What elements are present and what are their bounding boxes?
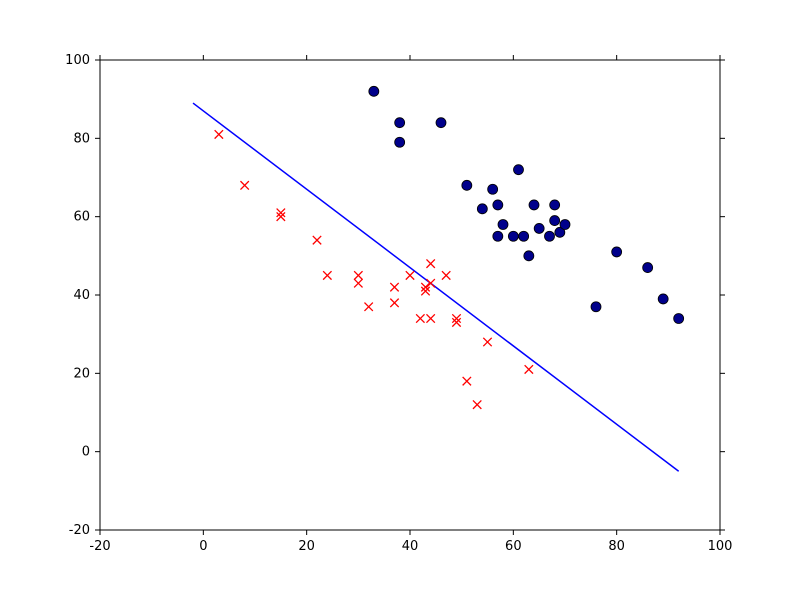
point <box>658 294 668 304</box>
series-class-b <box>215 130 533 409</box>
y-tick-label: 20 <box>73 366 90 381</box>
point <box>591 302 601 312</box>
point <box>477 204 487 214</box>
y-tick-label: -20 <box>69 523 90 538</box>
point <box>534 223 544 233</box>
point <box>560 220 570 230</box>
point <box>498 220 508 230</box>
point <box>550 216 560 226</box>
x-tick-label: 60 <box>505 539 522 554</box>
point <box>493 231 503 241</box>
y-tick-label: 0 <box>82 445 90 460</box>
point <box>462 180 472 190</box>
point <box>529 200 539 210</box>
point <box>612 247 622 257</box>
x-tick-label: 80 <box>608 539 625 554</box>
point <box>519 231 529 241</box>
plot-content <box>193 86 684 471</box>
point <box>550 200 560 210</box>
point <box>395 118 405 128</box>
point <box>514 165 524 175</box>
x-tick-label: -20 <box>89 539 110 554</box>
x-tick-label: 0 <box>199 539 207 554</box>
point <box>508 231 518 241</box>
point <box>369 86 379 96</box>
point <box>545 231 555 241</box>
point <box>395 137 405 147</box>
plot-border <box>100 60 720 530</box>
x-tick-label: 100 <box>708 539 733 554</box>
series-class-a <box>369 86 684 323</box>
point <box>493 200 503 210</box>
decision-line <box>193 103 679 471</box>
chart-svg: -20 0 20 40 60 80 100 -20 0 20 40 60 80 100 <box>0 0 800 600</box>
point <box>488 184 498 194</box>
x-tick-label: 20 <box>298 539 315 554</box>
point <box>643 263 653 273</box>
y-tick-label: 60 <box>73 210 90 225</box>
x-tick-label: 40 <box>402 539 419 554</box>
scatter-chart: -20 0 20 40 60 80 100 -20 0 20 40 60 80 100 <box>0 0 800 600</box>
y-tick-label: 100 <box>65 53 90 68</box>
point <box>674 314 684 324</box>
point <box>436 118 446 128</box>
point <box>524 251 534 261</box>
y-tick-label: 40 <box>73 288 90 303</box>
y-tick-label: 80 <box>73 131 90 146</box>
